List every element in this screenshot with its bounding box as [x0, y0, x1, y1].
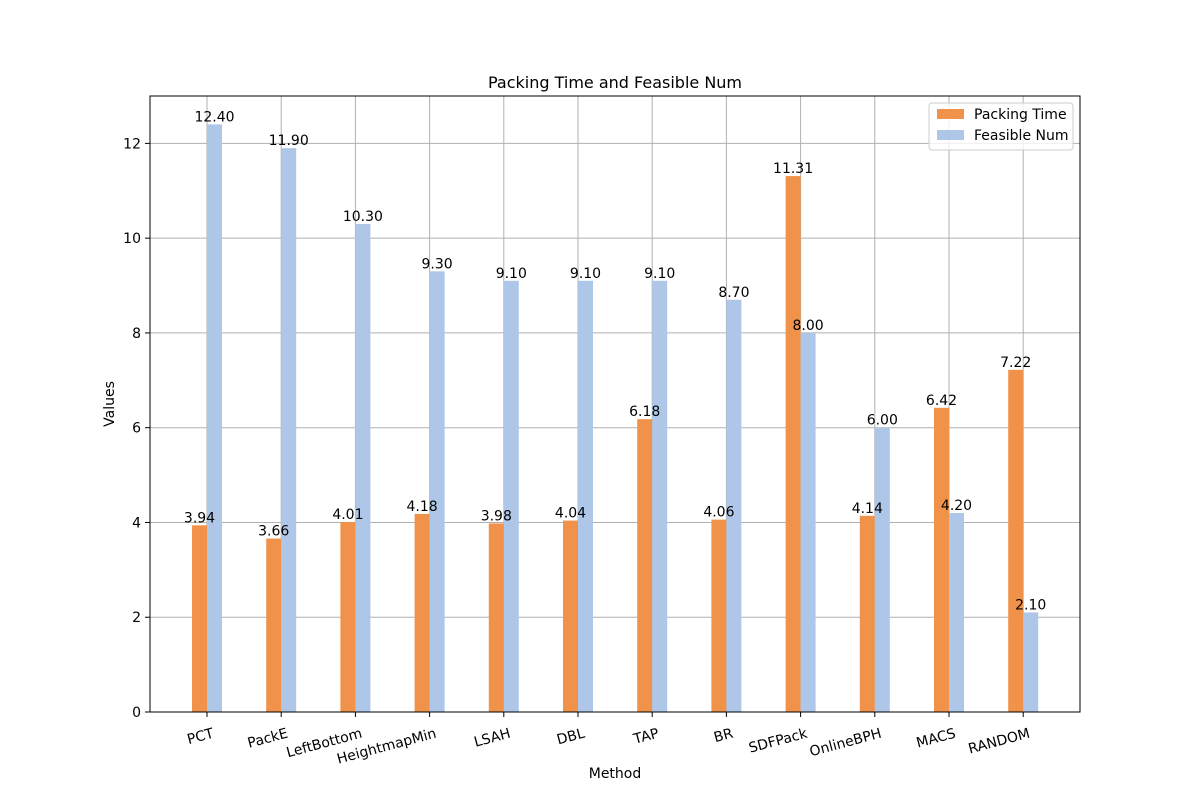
legend-swatch-feasible-num	[937, 130, 964, 140]
data-label-packing-time-onlinebph: 4.14	[852, 501, 883, 517]
x-tick-label-packe: PackE	[246, 726, 290, 752]
data-label-packing-time-macs: 6.42	[926, 393, 957, 409]
data-label-feasible-num-leftbottom: 10.30	[343, 209, 383, 225]
bar-packing-time-br	[711, 519, 727, 712]
y-tick-label-10: 10	[123, 231, 141, 247]
y-tick-label-12: 12	[123, 136, 141, 152]
bar-packing-time-tap	[637, 419, 653, 712]
y-tick-label-4: 4	[132, 515, 141, 531]
y-axis-ticks: 0 2 4 6 8 10 12	[123, 136, 150, 721]
x-tick-label-pct: PCT	[186, 726, 216, 748]
y-tick-label-6: 6	[132, 421, 141, 437]
x-tick-label-tap: TAP	[631, 726, 661, 748]
data-label-feasible-num-tap: 9.10	[644, 266, 675, 282]
y-tick-label-8: 8	[132, 326, 141, 342]
data-label-packing-time-heightmapmin: 4.18	[407, 499, 438, 515]
bar-feasible-num-pct	[207, 124, 222, 712]
bar-packing-time-sdfpack	[785, 176, 801, 712]
legend-swatch-packing-time	[937, 109, 964, 119]
bar-feasible-num-dbl	[578, 280, 593, 712]
data-label-packing-time-leftbottom: 4.01	[332, 507, 363, 523]
bar-packing-time-dbl	[563, 520, 578, 712]
data-label-feasible-num-onlinebph: 6.00	[867, 413, 898, 429]
x-tick-label-macs: MACS	[915, 726, 958, 752]
bar-feasible-num-onlinebph	[874, 427, 890, 712]
data-label-packing-time-br: 4.06	[703, 505, 734, 521]
bar-packing-time-random	[1008, 369, 1024, 712]
data-label-packing-time-dbl: 4.04	[555, 506, 586, 522]
x-tick-label-random: RANDOM	[967, 726, 1032, 758]
bar-feasible-num-random	[1023, 612, 1039, 712]
data-label-packing-time-packe: 3.66	[258, 524, 289, 540]
bar-packing-time-heightmapmin	[414, 513, 430, 712]
x-tick-label-dbl: DBL	[555, 726, 587, 749]
bar-feasible-num-packe	[281, 148, 297, 713]
bar-feasible-num-br	[726, 299, 742, 712]
x-tick-label-onlinebph: OnlineBPH	[808, 726, 883, 761]
bar-packing-time-pct	[192, 525, 207, 712]
legend: Packing Time Feasible Num	[928, 102, 1074, 151]
data-label-feasible-num-br: 8.70	[718, 285, 749, 301]
y-tick-label-2: 2	[132, 610, 141, 626]
bar-packing-time-macs	[934, 407, 949, 712]
x-tick-label-br: BR	[712, 726, 735, 747]
data-label-feasible-num-lsah: 9.10	[496, 266, 527, 282]
bar-packing-time-leftbottom	[340, 521, 356, 712]
bar-packing-time-packe	[266, 538, 282, 712]
bar-feasible-num-tap	[652, 280, 668, 712]
data-label-packing-time-lsah: 3.98	[481, 508, 512, 524]
data-label-feasible-num-macs: 4.20	[941, 498, 972, 514]
bar-feasible-num-lsah	[503, 280, 519, 712]
plot-area-frame	[149, 95, 1081, 713]
legend-frame	[928, 102, 1074, 151]
data-labels: 3.94 3.66 4.01 4.18 3.98 4.04 6.18 4.06 11.31 4.1…	[184, 109, 1046, 613]
x-tick-label-lsah: LSAH	[472, 726, 512, 751]
data-label-feasible-num-heightmapmin: 9.30	[422, 256, 453, 272]
legend-label-feasible-num: Feasible Num	[974, 128, 1069, 144]
legend-label-packing-time: Packing Time	[974, 107, 1067, 123]
chart-title: Packing Time and Feasible Num	[488, 73, 742, 92]
bar-feasible-num-heightmapmin	[429, 271, 445, 712]
data-label-packing-time-random: 7.22	[1000, 355, 1031, 371]
bar-packing-time-onlinebph	[859, 515, 875, 712]
bar-feasible-num-sdfpack	[800, 332, 816, 712]
data-label-packing-time-sdfpack: 11.31	[773, 161, 813, 177]
bar-feasible-num-leftbottom	[355, 223, 371, 712]
data-label-feasible-num-packe: 11.90	[269, 133, 309, 149]
data-label-feasible-num-pct: 12.40	[194, 109, 234, 125]
data-label-feasible-num-sdfpack: 8.00	[793, 318, 824, 334]
x-tick-label-sdfpack: SDFPack	[747, 725, 810, 756]
x-axis-title: Method	[589, 766, 642, 782]
data-label-packing-time-pct: 3.94	[184, 510, 215, 526]
bar-feasible-num-macs	[949, 512, 964, 712]
bars	[192, 124, 1039, 713]
bar-packing-time-lsah	[488, 523, 504, 712]
data-label-packing-time-tap: 6.18	[629, 404, 660, 420]
data-label-feasible-num-random: 2.10	[1015, 597, 1046, 613]
data-label-feasible-num-dbl: 9.10	[570, 266, 601, 282]
y-axis-title: Values	[102, 381, 118, 427]
y-tick-label-0: 0	[132, 705, 141, 721]
